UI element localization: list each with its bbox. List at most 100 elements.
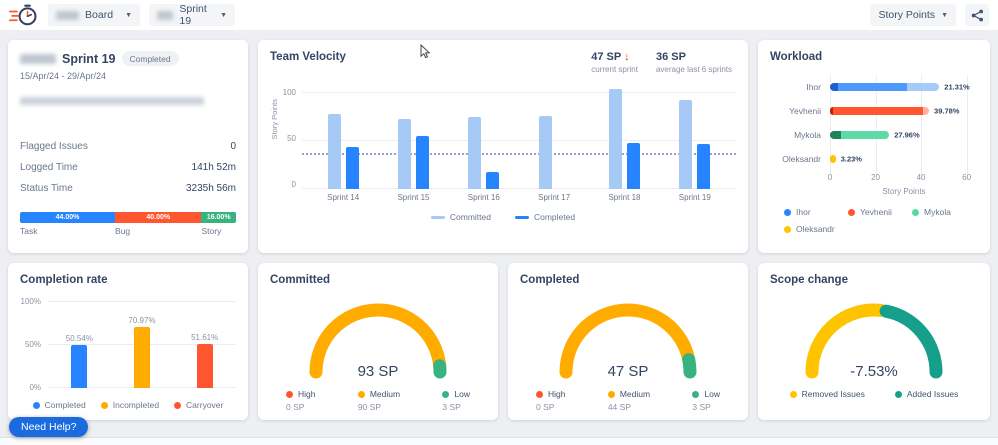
workload-bar [830, 107, 978, 115]
velocity-bar [397, 119, 411, 189]
workload-bar [830, 83, 978, 91]
workload-card: Workload Ihor Yevhenii Mykola Oleksandr 21.… [758, 40, 990, 253]
workload-title: Workload [770, 51, 823, 63]
workload-segment [830, 107, 834, 115]
completion-bar-groups: 50.54% 70.97% 51.61% [48, 302, 236, 388]
issue-type-label: Task [20, 226, 38, 236]
x-tick-label: 60 [962, 173, 972, 182]
completed-gauge [559, 303, 697, 379]
issue-segment-story: 16.00% [201, 212, 236, 223]
x-tick-label: Sprint 16 [467, 193, 500, 202]
legend-label: Yevhenii [860, 207, 892, 217]
velocity-bar [608, 88, 622, 189]
completion-chart: 0% 50% 100% 50.54% 70.97% 51.61% [20, 297, 236, 392]
need-help-button[interactable]: Need Help? [9, 417, 89, 437]
velocity-group-2 [397, 82, 429, 189]
stat-label: Status Time [20, 183, 73, 194]
x-tick-label: 20 [871, 173, 880, 182]
completed-swatch [514, 215, 529, 219]
legend-label: Mykola [924, 207, 951, 217]
workload-xticks: 0 20 40 60 [828, 173, 978, 183]
workload-names: Ihor Yevhenii Mykola Oleksandr [770, 75, 830, 196]
share-button[interactable] [965, 4, 989, 26]
legend-item-committed: Committed [430, 212, 491, 222]
average-stat: 36 SP average last 6 sprints [656, 51, 732, 74]
workload-bar [830, 155, 978, 163]
gridline [48, 301, 236, 302]
chevron-down-icon: ▼ [125, 11, 132, 19]
legend-item-low: Low 3 SP [442, 389, 470, 412]
issue-type-label: Story [201, 226, 222, 236]
legend-item-added-issues: Added Issues [894, 389, 958, 399]
workload-name: Oleksandr [782, 154, 821, 164]
gridline [302, 140, 736, 142]
workload-row: 27.96% [830, 123, 978, 147]
x-tick-label: Sprint 17 [538, 193, 571, 202]
x-tick-label: Sprint 18 [608, 193, 641, 202]
current-sprint-value: 47 SP [591, 51, 622, 63]
sprint-status-badge: Completed [121, 51, 179, 66]
chevron-down-icon: ▼ [941, 11, 948, 19]
x-tick-label: Sprint 15 [397, 193, 430, 202]
y-tick-label: 50% [24, 340, 41, 349]
x-tick-label: Sprint 19 [678, 193, 711, 202]
trend-down-icon: ↓ [624, 51, 630, 63]
board-dropdown[interactable]: Board ▼ [48, 4, 140, 26]
velocity-chart: Story Points 0 50 100 Sprint 14 Sprint 15 Sp… [270, 82, 736, 202]
stat-label: Logged Time [20, 162, 78, 173]
sprint-dropdown[interactable]: Sprint 19 ▼ [149, 3, 235, 27]
committed-total: 93 SP [357, 363, 399, 380]
velocity-group-3 [468, 82, 500, 189]
scope-change-value: -7.53% [850, 363, 898, 380]
average-line [302, 152, 736, 155]
legend-item-oleksandr: Oleksandr [784, 224, 848, 234]
stat-logged-time: Logged Time 141h 52m [20, 157, 236, 178]
velocity-legend: Committed Completed [270, 212, 736, 222]
issue-segment-task: 44.00% [20, 212, 116, 223]
average-caption: average last 6 sprints [655, 65, 732, 74]
committed-legend: High 0 SP Medium 90 SP Low 3 SP [270, 389, 486, 412]
legend-item-completed: Completed [32, 400, 86, 410]
completion-legend: Completed Incompleted Carryover [20, 400, 236, 410]
completed-total: 47 SP [607, 363, 649, 380]
legend-item-high: High 0 SP [536, 389, 566, 412]
completion-bar [196, 343, 213, 388]
workload-name: Mykola [794, 130, 821, 140]
sprint-title: Sprint 19 [62, 51, 116, 66]
y-tick-label: 0 [291, 180, 296, 189]
top-bar: Board ▼ Sprint 19 ▼ Story Points ▼ [0, 0, 998, 30]
issue-segment-bug: 40.00% [115, 212, 202, 223]
workload-row: 21.31% [830, 75, 978, 99]
velocity-bar [697, 144, 711, 189]
completed-title: Completed [520, 274, 580, 286]
velocity-bar-groups [302, 82, 736, 189]
completion-bar [134, 326, 150, 388]
stat-value: 141h 52m [191, 162, 236, 173]
sprint-dropdown-label: Sprint 19 [179, 3, 207, 27]
velocity-bar [327, 114, 341, 189]
chevron-down-icon: ▼ [220, 11, 227, 19]
bottom-strip [0, 437, 998, 445]
workload-chart: Ihor Yevhenii Mykola Oleksandr 21.31% 39.78%… [770, 75, 978, 196]
current-sprint-caption: current sprint [591, 65, 638, 74]
gauge-segment [682, 353, 697, 379]
legend-item-completed: Completed [514, 212, 575, 222]
completion-value-label: 51.61% [191, 332, 219, 342]
completion-group: 51.61% [173, 302, 236, 388]
current-sprint-stat: 47 SP ↓ current sprint [591, 51, 638, 74]
velocity-bar [679, 100, 693, 189]
mykola-dot [912, 208, 920, 216]
legend-item-incompleted: Incompleted [100, 400, 159, 410]
app-logo-icon [9, 2, 39, 28]
team-velocity-card: Team Velocity 47 SP ↓ current sprint 36 … [258, 40, 748, 253]
gridline [966, 75, 968, 176]
legend-label: Ihor [796, 207, 811, 217]
completion-rate-card: Completion rate 0% 50% 100% 50.54% 70.97% 51… [8, 263, 248, 420]
sprint-summary-card: Sprint 19 Completed 15/Apr/24 - 29/Apr/2… [8, 40, 248, 253]
completion-group: 50.54% [48, 302, 111, 388]
y-tick-label: 0% [29, 383, 41, 392]
gauge-segment [309, 303, 447, 379]
unit-dropdown[interactable]: Story Points ▼ [870, 4, 956, 26]
completion-value-label: 70.97% [128, 315, 156, 325]
velocity-y-axis-label: Story Points [270, 98, 279, 140]
